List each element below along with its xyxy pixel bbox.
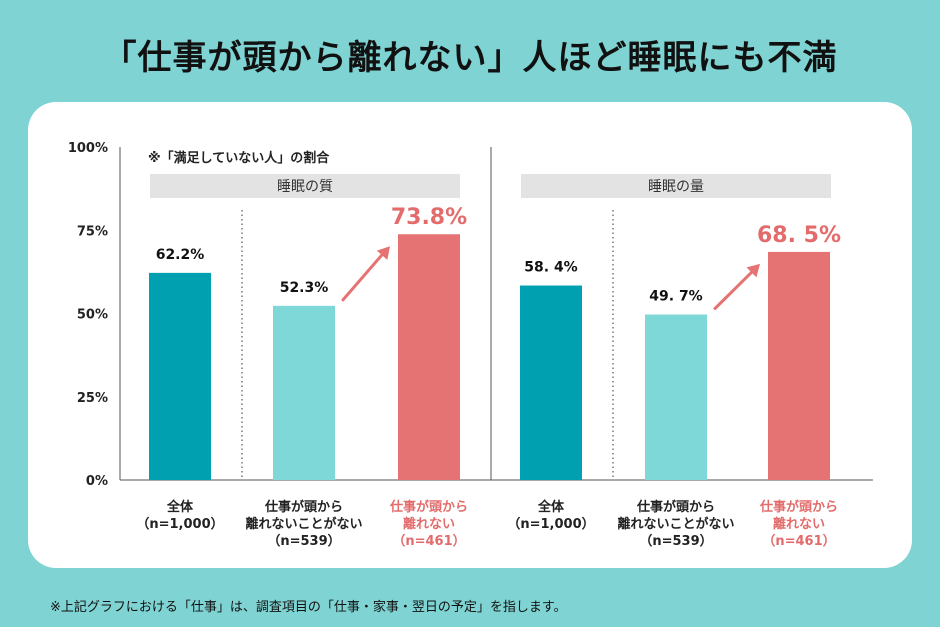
x-tick-label: 仕事が頭から <box>759 499 838 515</box>
y-tick-label: 0% <box>86 474 108 489</box>
y-tick-label: 50% <box>77 308 108 323</box>
trend-arrow-head <box>746 263 760 278</box>
x-tick-label: 全体 <box>537 499 565 515</box>
data-label: 73.8% <box>391 205 467 230</box>
panel-title: 睡眠の量 <box>648 179 704 195</box>
data-label: 62.2% <box>156 247 205 263</box>
x-tick-label: （n=461） <box>392 533 465 549</box>
chart-note: ※「満足していない人」の割合 <box>148 150 330 166</box>
bar <box>398 234 460 480</box>
panel-header <box>521 174 831 198</box>
bar <box>768 251 830 480</box>
page-title: 「仕事が頭から離れない」人ほど睡眠にも不満 <box>102 38 838 78</box>
x-tick-label: （n=539） <box>267 533 340 549</box>
data-label: 68. 5% <box>757 223 841 248</box>
x-tick-label: （n=461） <box>762 533 835 549</box>
bar <box>645 314 707 480</box>
x-tick-label: 全体 <box>166 499 194 515</box>
x-tick-label: 仕事が頭から <box>389 499 468 515</box>
x-tick-label: （n=539） <box>639 533 712 549</box>
y-tick-label: 100% <box>68 141 108 156</box>
x-tick-label: 離れないことがない <box>245 516 362 532</box>
chart-card: 0% 25% 50% 75% 100% ※「満足していない人」の割合睡眠の質 62.2% 全体… <box>28 102 912 568</box>
x-tick-label: （n=1,000） <box>136 516 223 532</box>
data-label: 58. 4% <box>524 260 577 276</box>
panel-title: 睡眠の質 <box>277 179 333 195</box>
trend-arrow <box>713 266 758 310</box>
trend-arrow <box>341 248 388 302</box>
panel-header <box>150 174 460 198</box>
x-tick-label: 離れない <box>773 516 825 532</box>
x-tick-label: 離れないことがない <box>617 516 734 532</box>
bar <box>273 305 335 480</box>
x-tick-label: 仕事が頭から <box>264 499 343 515</box>
x-tick-label: 仕事が頭から <box>636 499 715 515</box>
y-tick-label: 25% <box>77 391 108 406</box>
data-label: 52.3% <box>280 280 329 296</box>
data-label: 49. 7% <box>649 288 702 304</box>
x-tick-label: （n=1,000） <box>507 516 594 532</box>
x-tick-label: 離れない <box>403 516 455 532</box>
y-tick-label: 75% <box>77 224 108 239</box>
bar <box>149 272 211 480</box>
bar <box>520 285 582 480</box>
trend-arrow-head <box>376 246 390 260</box>
footnote: ※上記グラフにおける「仕事」は、調査項目の「仕事・家事・翌日の予定」を指します。 <box>50 600 567 615</box>
